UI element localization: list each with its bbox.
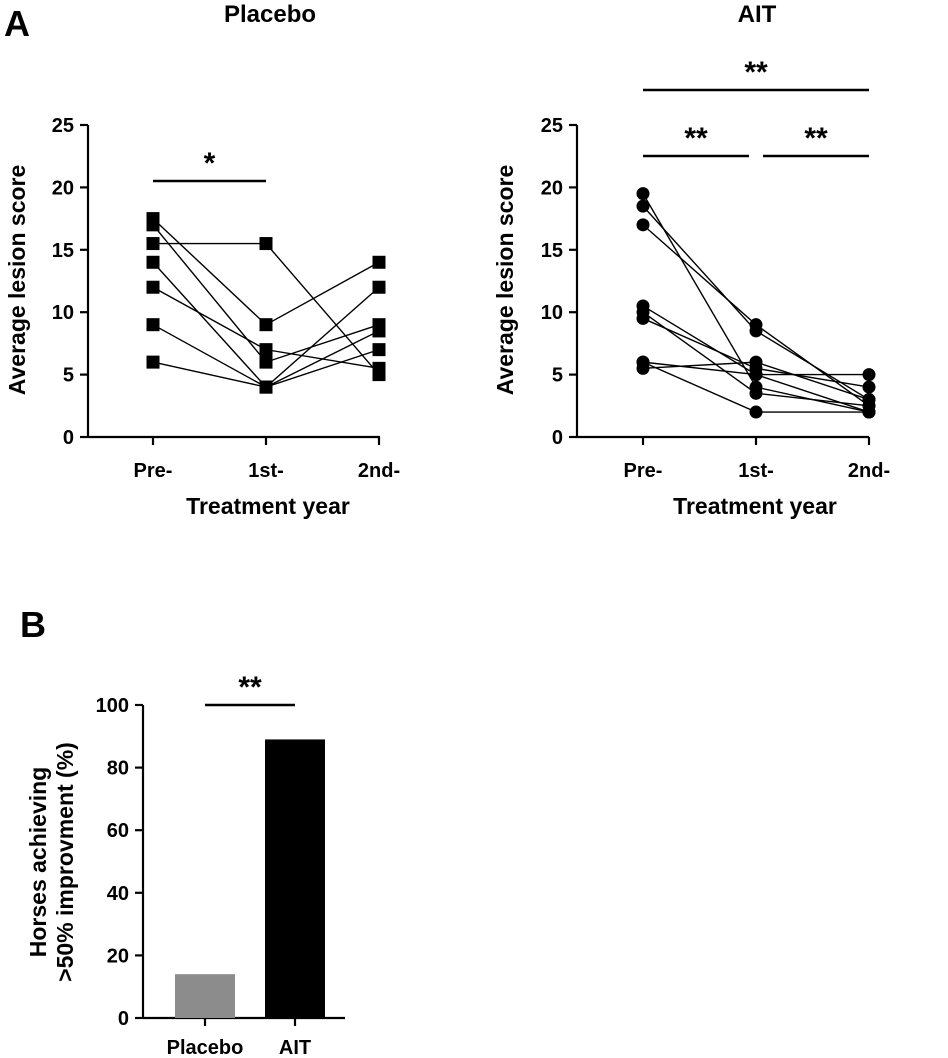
- placebo-series-line-6: [152, 286, 380, 388]
- bar-y-tick-label: 20: [107, 945, 129, 967]
- ait-point: [636, 361, 650, 375]
- bar-y-tick-label: 40: [107, 883, 129, 905]
- placebo-point: [146, 255, 160, 269]
- placebo-y-tick-label: 5: [63, 365, 74, 387]
- improvement-bar-chart: Horses achieving >50% improvment (%) 0 20…: [25, 671, 345, 1058]
- bar-y-axis-label-line-2: >50% improvment (%): [52, 742, 78, 982]
- placebo-point: [146, 280, 160, 294]
- ait-point: [749, 355, 763, 369]
- ait-y-tick-label: 10: [541, 302, 563, 324]
- ait-significance-label: **: [804, 122, 828, 155]
- ait-x-tick-label: 2nd-: [848, 460, 890, 482]
- ait-point: [862, 368, 876, 382]
- bar-y-axis-label-line-1: Horses achieving: [25, 767, 51, 957]
- ait-point: [636, 187, 650, 201]
- placebo-point: [146, 355, 160, 369]
- placebo-point: [146, 218, 160, 232]
- ait-y-tick-label: 15: [541, 240, 563, 262]
- ait-y-tick-label: 0: [552, 427, 563, 449]
- ait-point: [749, 405, 763, 419]
- ait-point: [749, 368, 763, 382]
- bar-significance-label: **: [238, 671, 262, 704]
- ait-y-tick-label: 5: [552, 365, 563, 387]
- placebo-point: [372, 280, 386, 294]
- placebo-y-tick-label: 10: [52, 302, 74, 324]
- bar-x-tick-label: Placebo: [167, 1037, 244, 1058]
- placebo-point: [372, 255, 386, 269]
- bar-y-tick-label: 60: [107, 820, 129, 842]
- ait-y-axis-label: Average lesion score: [492, 165, 518, 396]
- ait-y-tick-label: 20: [541, 177, 563, 199]
- placebo-y-tick-label: 25: [52, 115, 74, 137]
- placebo-x-tick-label: Pre-: [134, 460, 173, 482]
- ait-point: [749, 318, 763, 332]
- ait-significance-label: **: [744, 56, 768, 89]
- placebo-y-tick-label: 20: [52, 177, 74, 199]
- bar-y-tick-label: 80: [107, 758, 129, 780]
- ait-point: [636, 311, 650, 325]
- placebo-title: Placebo: [224, 1, 316, 28]
- bar-placebo: [175, 974, 235, 1018]
- placebo-point: [259, 318, 273, 332]
- bar-ait: [265, 739, 325, 1018]
- placebo-point: [259, 355, 273, 369]
- bar-y-tick-label: 100: [96, 695, 129, 717]
- placebo-point: [372, 324, 386, 338]
- ait-point: [636, 218, 650, 232]
- placebo-series-line-1: [152, 218, 380, 326]
- placebo-line-chart: Placebo Average lesion score Treatment y…: [4, 1, 400, 519]
- ait-point: [636, 199, 650, 213]
- placebo-y-axis-label: Average lesion score: [4, 165, 30, 396]
- bar-y-tick-label: 0: [118, 1008, 129, 1030]
- placebo-point: [372, 343, 386, 357]
- placebo-x-tick-label: 2nd-: [358, 460, 400, 482]
- ait-point: [862, 380, 876, 394]
- placebo-significance-label: *: [204, 147, 216, 180]
- placebo-point: [372, 361, 386, 375]
- ait-title: AIT: [738, 1, 777, 28]
- bar-x-tick-label: AIT: [279, 1037, 311, 1058]
- ait-x-tick-label: Pre-: [624, 460, 663, 482]
- placebo-y-tick-label: 0: [63, 427, 74, 449]
- panel-letter-a: A: [4, 3, 30, 44]
- placebo-point: [259, 343, 273, 357]
- ait-x-axis-label: Treatment year: [673, 493, 837, 519]
- ait-point: [862, 393, 876, 407]
- panel-letter-b: B: [20, 604, 46, 645]
- ait-point: [862, 405, 876, 419]
- ait-line-chart: AIT Average lesion score Treatment year …: [492, 1, 890, 519]
- placebo-point: [259, 380, 273, 394]
- ait-point: [749, 386, 763, 400]
- ait-significance-label: **: [684, 122, 708, 155]
- placebo-x-tick-label: 1st-: [248, 460, 284, 482]
- placebo-point: [146, 237, 160, 251]
- ait-x-tick-label: 1st-: [738, 460, 774, 482]
- ait-y-tick-label: 25: [541, 115, 563, 137]
- placebo-y-tick-label: 15: [52, 240, 74, 262]
- placebo-point: [259, 237, 273, 251]
- placebo-point: [146, 318, 160, 332]
- placebo-x-axis-label: Treatment year: [186, 493, 350, 519]
